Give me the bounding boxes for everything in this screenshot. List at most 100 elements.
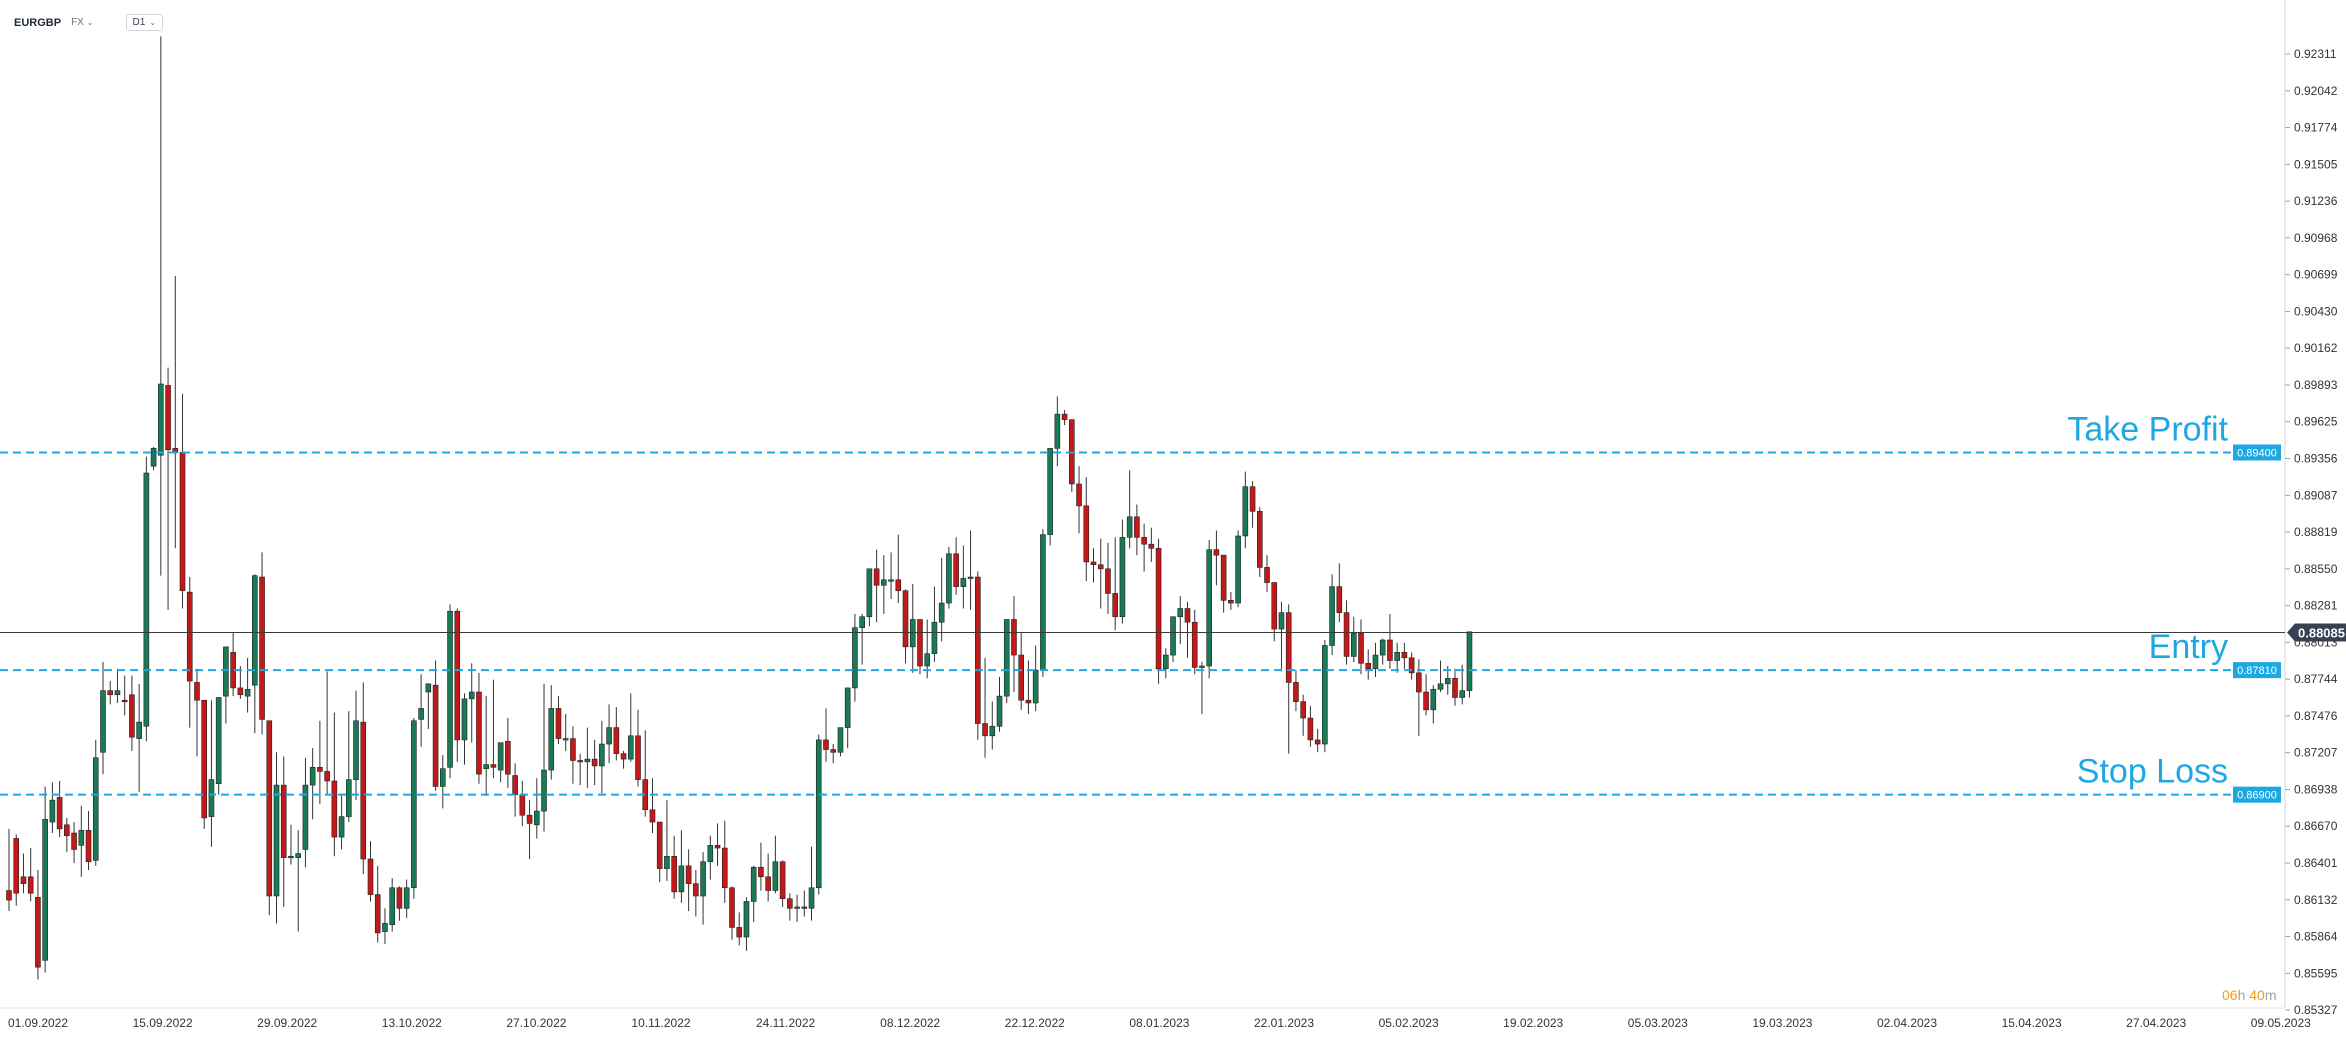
- bear-candle: [635, 735, 641, 780]
- bull-candle: [852, 627, 858, 689]
- level-price-label: 0.87810: [2237, 665, 2277, 677]
- bear-candle: [693, 883, 699, 897]
- bear-candle: [396, 887, 403, 909]
- bear-candle: [1148, 543, 1155, 549]
- bear-candle: [107, 690, 114, 696]
- bull-candle: [92, 757, 99, 861]
- bear-candle: [6, 890, 12, 901]
- bull-candle: [447, 610, 453, 768]
- bear-candle: [1213, 549, 1220, 556]
- price-tick-label: 0.85595: [2294, 966, 2338, 980]
- bull-candle: [158, 383, 164, 456]
- bear-candle: [1285, 612, 1292, 683]
- bull-candle: [584, 758, 591, 763]
- bull-candle: [664, 855, 670, 869]
- bull-candle: [989, 725, 996, 737]
- symbol-label[interactable]: EURGBP: [14, 16, 62, 29]
- bear-candle: [194, 682, 200, 701]
- bull-candle: [483, 764, 489, 769]
- level-name-label: Take Profit: [2067, 410, 2228, 448]
- bull-candle: [1242, 486, 1249, 537]
- price-tick-label: 0.86938: [2294, 782, 2338, 796]
- bear-candle: [555, 708, 562, 739]
- bear-candle: [324, 771, 330, 782]
- bear-candle: [671, 855, 677, 893]
- bull-candle: [533, 810, 540, 826]
- bear-candle: [432, 684, 439, 787]
- bear-candle: [873, 568, 880, 586]
- bear-candle: [1387, 639, 1393, 661]
- level-price-badge: [2233, 662, 2281, 679]
- date-tick-label: 24.11.2022: [756, 1016, 815, 1030]
- bear-candle: [1452, 678, 1458, 698]
- bull-candle: [1459, 690, 1466, 698]
- date-tick-label: 27.10.2022: [506, 1016, 566, 1030]
- bull-candle: [1199, 665, 1205, 668]
- price-tick-label: 0.92042: [2294, 84, 2338, 98]
- date-tick-label: 19.03.2023: [1752, 1016, 1812, 1030]
- last-price-badge: [2287, 623, 2346, 642]
- market-selector[interactable]: FX ⌄: [71, 17, 93, 28]
- bull-candle: [468, 691, 475, 700]
- bear-candle: [729, 887, 735, 928]
- bear-candle: [1408, 657, 1415, 674]
- bear-candle: [1076, 483, 1082, 507]
- price-tick-label: 0.86401: [2294, 856, 2338, 870]
- bear-candle: [656, 821, 663, 869]
- price-tick-label: 0.91774: [2294, 121, 2338, 135]
- bear-candle: [454, 610, 461, 741]
- bull-candle: [924, 653, 931, 667]
- bull-candle: [750, 866, 757, 902]
- bear-candle: [953, 553, 959, 587]
- bear-candle: [902, 590, 909, 648]
- bull-candle: [439, 768, 446, 787]
- price-tick-label: 0.91236: [2294, 194, 2338, 208]
- bull-candle: [837, 727, 844, 753]
- date-tick-label: 19.02.2023: [1503, 1016, 1563, 1030]
- bear-candle: [1358, 632, 1364, 664]
- bear-candle: [476, 691, 482, 775]
- date-tick-label: 09.05.2023: [2251, 1016, 2311, 1030]
- bear-candle: [895, 579, 902, 592]
- bear-candle: [1083, 505, 1090, 563]
- bull-candle: [931, 621, 938, 654]
- bull-candle: [743, 901, 750, 938]
- bear-candle: [1336, 586, 1343, 613]
- price-tick-label: 0.85864: [2294, 929, 2338, 943]
- bear-candle: [1271, 582, 1278, 630]
- bear-candle: [317, 767, 323, 772]
- bull-candle: [794, 906, 800, 909]
- bull-candle: [1444, 678, 1451, 685]
- bull-candle: [772, 861, 779, 891]
- bear-candle: [64, 824, 70, 837]
- bull-candle: [946, 553, 952, 604]
- bear-candle: [85, 829, 92, 863]
- bull-candle: [866, 568, 873, 618]
- bear-candle: [1300, 701, 1306, 719]
- bear-candle: [801, 906, 808, 909]
- bull-candle: [215, 697, 222, 785]
- bull-candle: [1437, 683, 1444, 690]
- bull-candle: [606, 727, 612, 745]
- bull-candle: [150, 448, 157, 467]
- bear-candle: [721, 847, 728, 889]
- price-tick-label: 0.89625: [2294, 415, 2338, 429]
- bear-candle: [1307, 717, 1314, 741]
- bear-candle: [179, 452, 186, 592]
- timeframe-selector[interactable]: D1 ⌄: [125, 14, 164, 31]
- bull-candle: [627, 735, 634, 760]
- bull-candle: [461, 698, 468, 741]
- price-axis[interactable]: 0.92311 0.92042 0.91774 0.91505 0.91236 0.909…: [2285, 47, 2346, 1017]
- date-tick-label: 27.04.2023: [2126, 1016, 2186, 1030]
- bear-candle: [1220, 554, 1227, 601]
- bull-candle: [346, 779, 352, 817]
- time-axis[interactable]: 01.09.2022 15.09.2022 29.09.2022 13.10.2022…: [8, 1016, 2311, 1030]
- bear-candle: [20, 876, 27, 884]
- bull-candle: [1163, 654, 1169, 670]
- bear-candle: [259, 576, 265, 720]
- bull-candle: [1329, 586, 1335, 646]
- countdown-hours: 06: [2222, 987, 2238, 1003]
- timeframe-label: D1: [132, 17, 146, 28]
- bull-candle: [707, 845, 714, 863]
